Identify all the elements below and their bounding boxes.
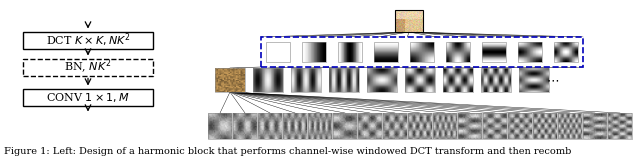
Bar [518,42,542,62]
Bar [410,42,434,62]
Bar [266,42,290,62]
Bar [446,42,470,62]
Text: $\cdots$: $\cdots$ [547,74,559,87]
Bar [333,113,357,139]
Bar [291,68,321,92]
Bar [558,113,582,139]
Bar [395,10,423,32]
Bar [443,68,473,92]
Text: CONV $1 \times 1, M$: CONV $1 \times 1, M$ [46,91,130,104]
Bar [258,113,282,139]
Bar [308,113,332,139]
Bar [367,68,397,92]
Bar [374,42,398,62]
Bar [583,113,607,139]
Bar [302,42,326,62]
Bar [483,113,507,139]
Bar [405,68,435,92]
Text: BN, $NK^2$: BN, $NK^2$ [64,58,112,76]
Text: DCT $K \times K, NK^2$: DCT $K \times K, NK^2$ [45,31,131,49]
Bar [358,113,382,139]
Bar [519,68,549,92]
FancyBboxPatch shape [23,31,153,48]
Bar [208,113,232,139]
Bar [408,113,432,139]
Bar [482,42,506,62]
Bar [554,42,578,62]
Bar [233,113,257,139]
Bar [383,113,407,139]
Bar [283,113,307,139]
Bar [433,113,457,139]
FancyBboxPatch shape [23,88,153,105]
Bar [481,68,511,92]
Bar [253,68,283,92]
Bar [508,113,532,139]
Bar [329,68,359,92]
FancyBboxPatch shape [23,58,153,75]
Bar [533,113,557,139]
Bar [261,37,583,67]
Bar [608,113,632,139]
Text: Figure 1: Left: Design of a harmonic block that performs channel-wise windowed D: Figure 1: Left: Design of a harmonic blo… [4,147,572,156]
Bar [338,42,362,62]
Bar [458,113,482,139]
Bar [215,68,245,92]
